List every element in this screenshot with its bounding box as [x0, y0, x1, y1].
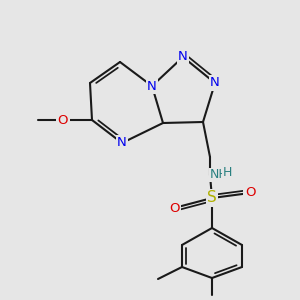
Text: N: N — [117, 136, 127, 149]
Text: NH: NH — [210, 169, 229, 182]
Text: O: O — [169, 202, 179, 214]
Text: N: N — [178, 50, 188, 64]
Text: O: O — [58, 113, 68, 127]
Text: N: N — [210, 76, 220, 89]
Text: N: N — [147, 80, 157, 92]
Text: S: S — [207, 190, 217, 206]
Text: H: H — [223, 167, 232, 179]
Text: O: O — [245, 187, 255, 200]
